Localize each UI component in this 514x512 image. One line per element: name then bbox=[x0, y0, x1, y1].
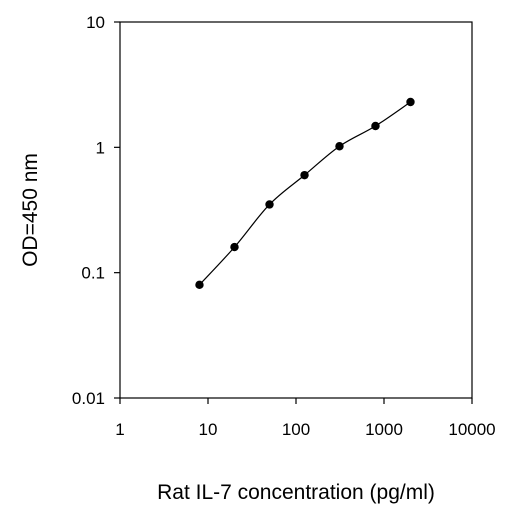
x-tick-label-10000: 10000 bbox=[448, 420, 495, 439]
data-point-8 bbox=[195, 280, 204, 290]
data-point-2000 bbox=[406, 97, 415, 107]
y-axis-title: OD=450 nm bbox=[19, 153, 42, 267]
x-axis-tick-labels: 1 10 100 1000 10000 bbox=[115, 420, 495, 439]
y-tick-label-0.01: 0.01 bbox=[72, 389, 105, 408]
x-axis-title: Rat IL-7 concentration (pg/ml) bbox=[157, 481, 435, 504]
data-point-312 bbox=[335, 142, 344, 151]
data-point-125 bbox=[300, 170, 309, 180]
y-tick-label-0.1: 0.1 bbox=[81, 264, 105, 283]
plot-frame bbox=[119, 21, 473, 399]
data-point-20 bbox=[230, 242, 239, 252]
series-line bbox=[199, 101, 411, 286]
x-tick-label-1: 1 bbox=[115, 420, 124, 439]
y-tick-label-1: 1 bbox=[96, 138, 105, 157]
y-axis-tick-labels: 0.01 0.1 1 10 bbox=[72, 13, 105, 408]
x-axis-ticks bbox=[119, 398, 473, 404]
x-tick-label-10: 10 bbox=[199, 420, 218, 439]
y-tick-label-10: 10 bbox=[86, 13, 105, 32]
x-tick-label-100: 100 bbox=[282, 420, 310, 439]
y-axis-ticks bbox=[114, 21, 120, 399]
x-tick-label-1000: 1000 bbox=[365, 420, 403, 439]
data-point-50 bbox=[265, 200, 274, 209]
data-points bbox=[195, 97, 415, 290]
data-point-800 bbox=[371, 121, 380, 131]
